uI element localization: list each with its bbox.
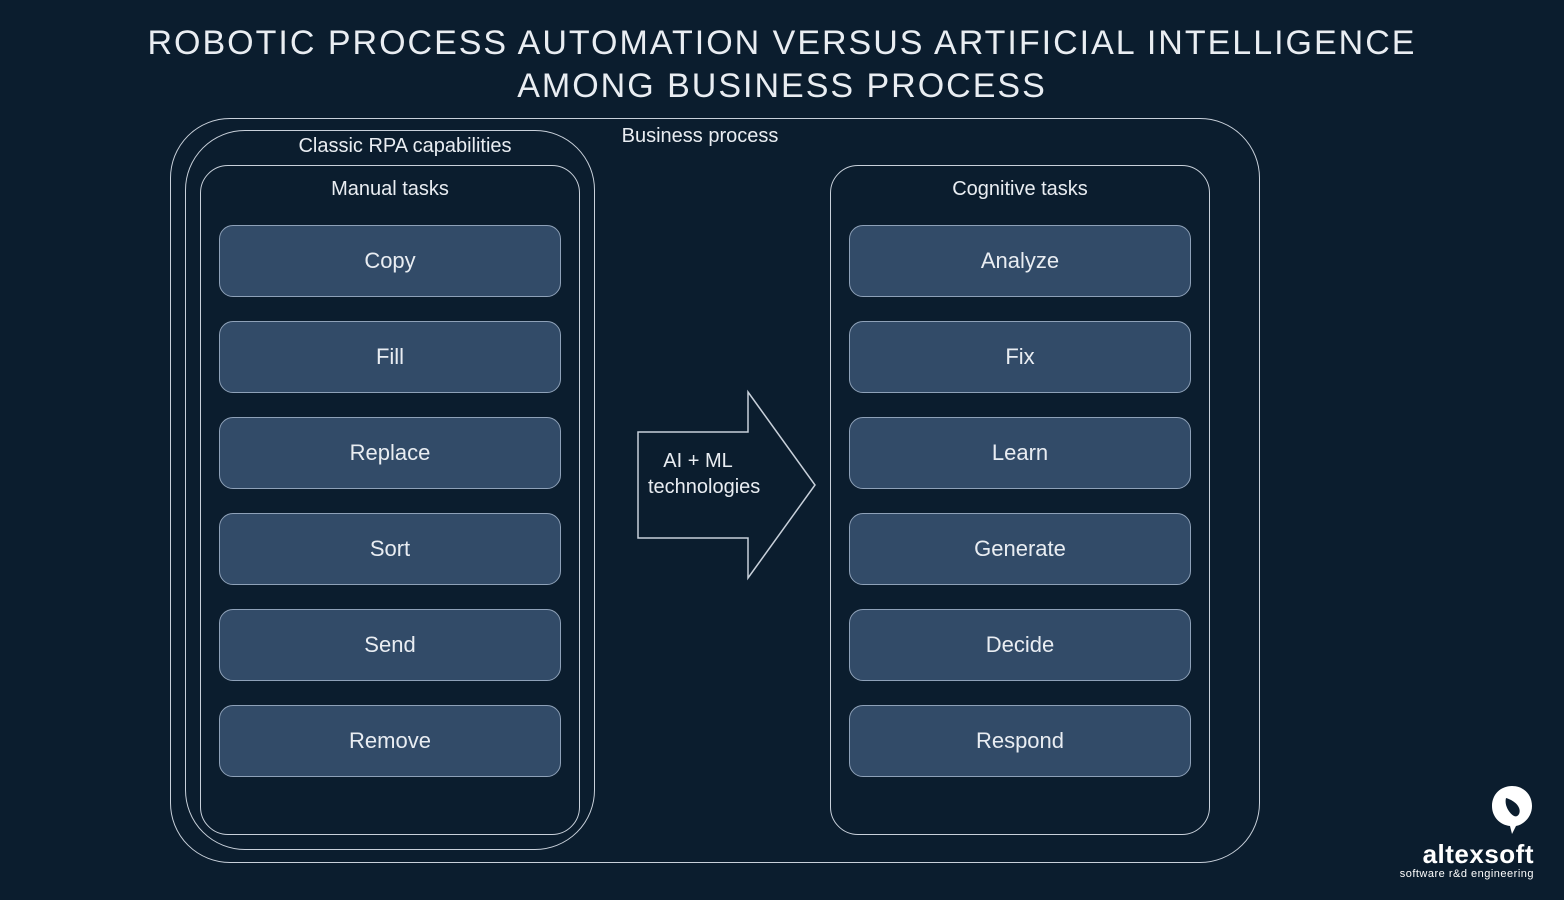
- manual-task: Remove: [219, 705, 561, 777]
- manual-task: Sort: [219, 513, 561, 585]
- manual-tasks-title: Manual tasks: [219, 178, 561, 201]
- manual-task: Copy: [219, 225, 561, 297]
- manual-task: Send: [219, 609, 561, 681]
- cognitive-task: Learn: [849, 417, 1191, 489]
- manual-task: Replace: [219, 417, 561, 489]
- brand-name: altexsoft: [1400, 839, 1534, 870]
- ai-ml-arrow: AI + ML technologies: [620, 370, 820, 600]
- arrow-label-line1: AI + ML: [663, 450, 732, 472]
- cognitive-task: Generate: [849, 513, 1191, 585]
- brand-mark-icon: [1490, 784, 1534, 834]
- brand-tagline: software r&d engineering: [1400, 868, 1534, 880]
- manual-tasks-column: Manual tasks Copy Fill Replace Sort Send Remo…: [200, 165, 580, 835]
- cognitive-task: Decide: [849, 609, 1191, 681]
- cognitive-task: Respond: [849, 705, 1191, 777]
- cognitive-task: Fix: [849, 321, 1191, 393]
- arrow-label: AI + ML technologies: [648, 448, 748, 500]
- business-process-label: Business process: [600, 125, 800, 148]
- classic-rpa-label: Classic RPA capabilities: [280, 135, 530, 158]
- brand-logo: altexsoft software r&d engineering: [1400, 784, 1534, 880]
- manual-task: Fill: [219, 321, 561, 393]
- diagram-title: ROBOTIC PROCESS AUTOMATION VERSUS ARTIFI…: [0, 22, 1564, 107]
- cognitive-tasks-column: Cognitive tasks Analyze Fix Learn Generate D…: [830, 165, 1210, 835]
- cognitive-tasks-title: Cognitive tasks: [849, 178, 1191, 201]
- arrow-label-line2: technologies: [648, 476, 760, 498]
- cognitive-task: Analyze: [849, 225, 1191, 297]
